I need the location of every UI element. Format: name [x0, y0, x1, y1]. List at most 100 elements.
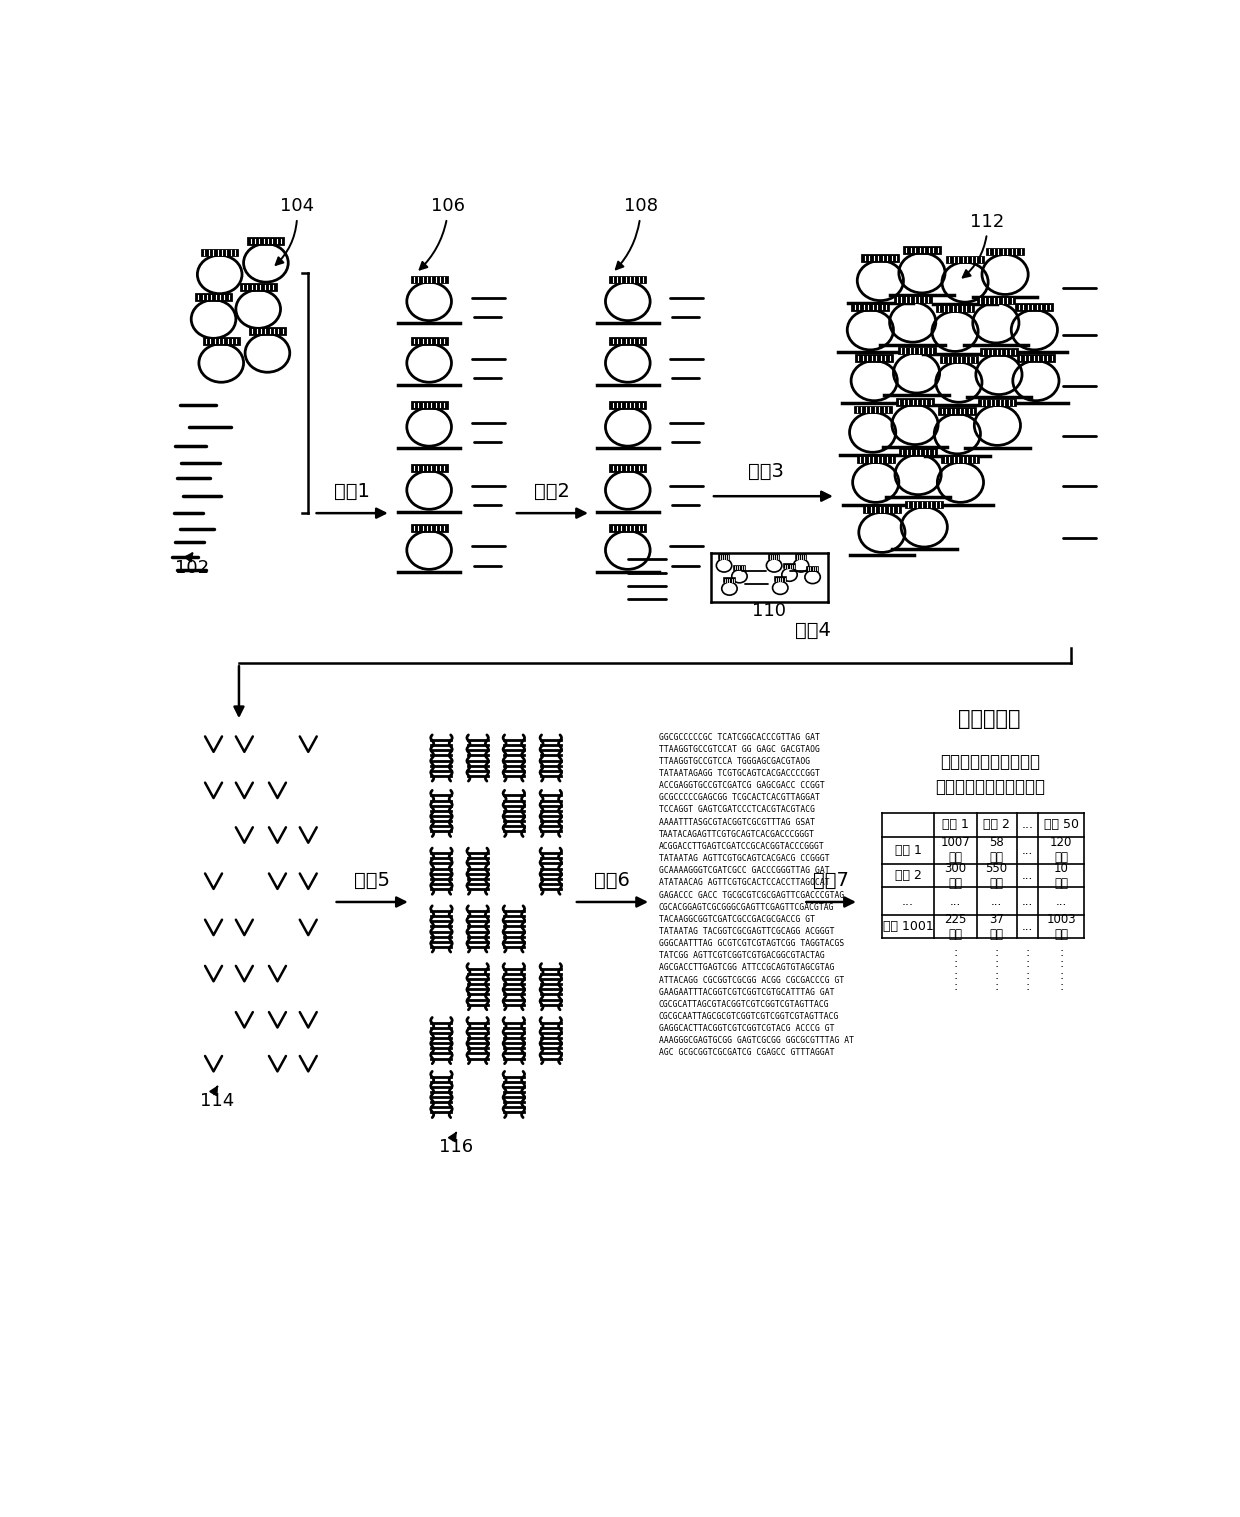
Bar — [412, 338, 446, 344]
Text: 步骤5: 步骤5 — [355, 871, 391, 889]
Text: 116: 116 — [439, 1133, 474, 1156]
Bar — [610, 466, 645, 470]
Text: 108: 108 — [616, 197, 658, 270]
Bar — [784, 564, 795, 569]
Text: :: : — [994, 969, 998, 981]
Bar — [796, 555, 806, 558]
Text: 最终结果：: 最终结果： — [959, 708, 1021, 728]
Text: ...: ... — [1055, 895, 1066, 907]
Bar — [412, 466, 446, 470]
Text: ...: ... — [950, 895, 961, 907]
Bar — [854, 407, 890, 413]
Bar — [203, 338, 238, 344]
Text: ...: ... — [1022, 921, 1033, 933]
Bar — [981, 349, 1017, 355]
Text: :: : — [994, 980, 998, 994]
Text: 58
拷贝: 58 拷贝 — [990, 836, 1004, 865]
Text: 样品 1: 样品 1 — [894, 843, 921, 857]
Bar — [895, 297, 931, 302]
Bar — [937, 306, 973, 311]
Text: 120
拷贝: 120 拷贝 — [1050, 836, 1073, 865]
Bar — [980, 400, 1016, 405]
Bar — [241, 285, 275, 290]
Text: 步骤6: 步骤6 — [594, 871, 630, 889]
Text: 112: 112 — [962, 212, 1004, 278]
Bar — [610, 402, 645, 408]
Bar — [858, 457, 894, 463]
Text: :: : — [994, 957, 998, 969]
Bar — [940, 408, 976, 414]
Text: :: : — [1025, 980, 1029, 994]
Bar — [202, 250, 237, 255]
Bar — [719, 555, 729, 558]
Text: ...: ... — [1022, 869, 1033, 883]
Bar — [734, 566, 745, 570]
Bar — [897, 399, 932, 405]
Text: :: : — [954, 957, 957, 969]
Text: :: : — [1059, 945, 1064, 959]
Bar — [899, 347, 935, 353]
Bar — [807, 567, 818, 570]
Bar — [906, 502, 942, 507]
Text: 1003
拷贝: 1003 拷贝 — [1047, 913, 1076, 941]
Text: 106: 106 — [419, 197, 465, 270]
Bar — [769, 555, 780, 558]
Text: :: : — [954, 980, 957, 994]
Text: :: : — [1059, 980, 1064, 994]
Text: 步骤7: 步骤7 — [813, 871, 849, 889]
Bar — [610, 276, 645, 282]
Bar — [856, 355, 893, 361]
Text: :: : — [954, 945, 957, 959]
Text: 1007
拷贝: 1007 拷贝 — [941, 836, 971, 865]
Bar — [987, 249, 1023, 255]
Bar — [942, 457, 978, 463]
Text: :: : — [1059, 957, 1064, 969]
Text: :: : — [1025, 969, 1029, 981]
Text: 步骤2: 步骤2 — [534, 482, 570, 501]
Bar — [1017, 305, 1053, 309]
Text: ...: ... — [1022, 895, 1033, 907]
Text: :: : — [954, 969, 957, 981]
Bar — [978, 297, 1014, 303]
Bar — [724, 578, 735, 583]
Text: 步骤3: 步骤3 — [749, 461, 785, 481]
Text: 样品 1001: 样品 1001 — [883, 921, 934, 933]
Bar — [1018, 355, 1054, 361]
Text: 10
拷贝: 10 拷贝 — [1054, 862, 1069, 890]
Bar — [412, 402, 446, 408]
Text: :: : — [1059, 969, 1064, 981]
Text: 样品 2: 样品 2 — [894, 869, 921, 883]
Bar — [864, 507, 900, 513]
Bar — [947, 256, 983, 262]
Bar — [775, 578, 786, 581]
Bar — [941, 356, 977, 363]
Text: 步骤1: 步骤1 — [335, 482, 370, 501]
Bar — [904, 247, 940, 253]
Text: 114: 114 — [201, 1086, 234, 1110]
Text: 靶标 1: 靶标 1 — [942, 819, 968, 831]
Bar — [610, 525, 645, 531]
Text: 102: 102 — [175, 554, 210, 576]
Bar — [248, 238, 283, 244]
Text: 多个基因靶标和样品的
完全、精确的靶向定量：: 多个基因靶标和样品的 完全、精确的靶向定量： — [935, 752, 1044, 795]
Bar — [250, 328, 285, 334]
Bar — [412, 525, 446, 531]
Text: 靶标 2: 靶标 2 — [983, 819, 1011, 831]
Text: 225
拷贝: 225 拷贝 — [944, 913, 967, 941]
Text: 550
拷贝: 550 拷贝 — [986, 862, 1008, 890]
Bar — [610, 338, 645, 344]
Text: :: : — [1025, 945, 1029, 959]
Text: ...: ... — [1022, 819, 1033, 831]
Text: ...: ... — [901, 895, 914, 907]
Bar — [900, 449, 936, 455]
Text: GGCGCCCCCGC TCATCGGCACCCGTTAG GAT
TTAAGGTGCCGTCCAT GG GAGC GACGTAOG
TTAAGGTGCCGT: GGCGCCCCCGC TCATCGGCACCCGTTAG GAT TTAAGG… — [658, 733, 853, 1057]
Text: :: : — [994, 945, 998, 959]
Bar — [412, 276, 446, 282]
Text: :: : — [1025, 957, 1029, 969]
Bar — [852, 305, 888, 309]
Text: 37
拷贝: 37 拷贝 — [990, 913, 1004, 941]
Bar — [196, 294, 231, 300]
Text: 靶标 50: 靶标 50 — [1044, 819, 1079, 831]
Bar — [862, 255, 898, 261]
Text: 104: 104 — [275, 197, 314, 265]
